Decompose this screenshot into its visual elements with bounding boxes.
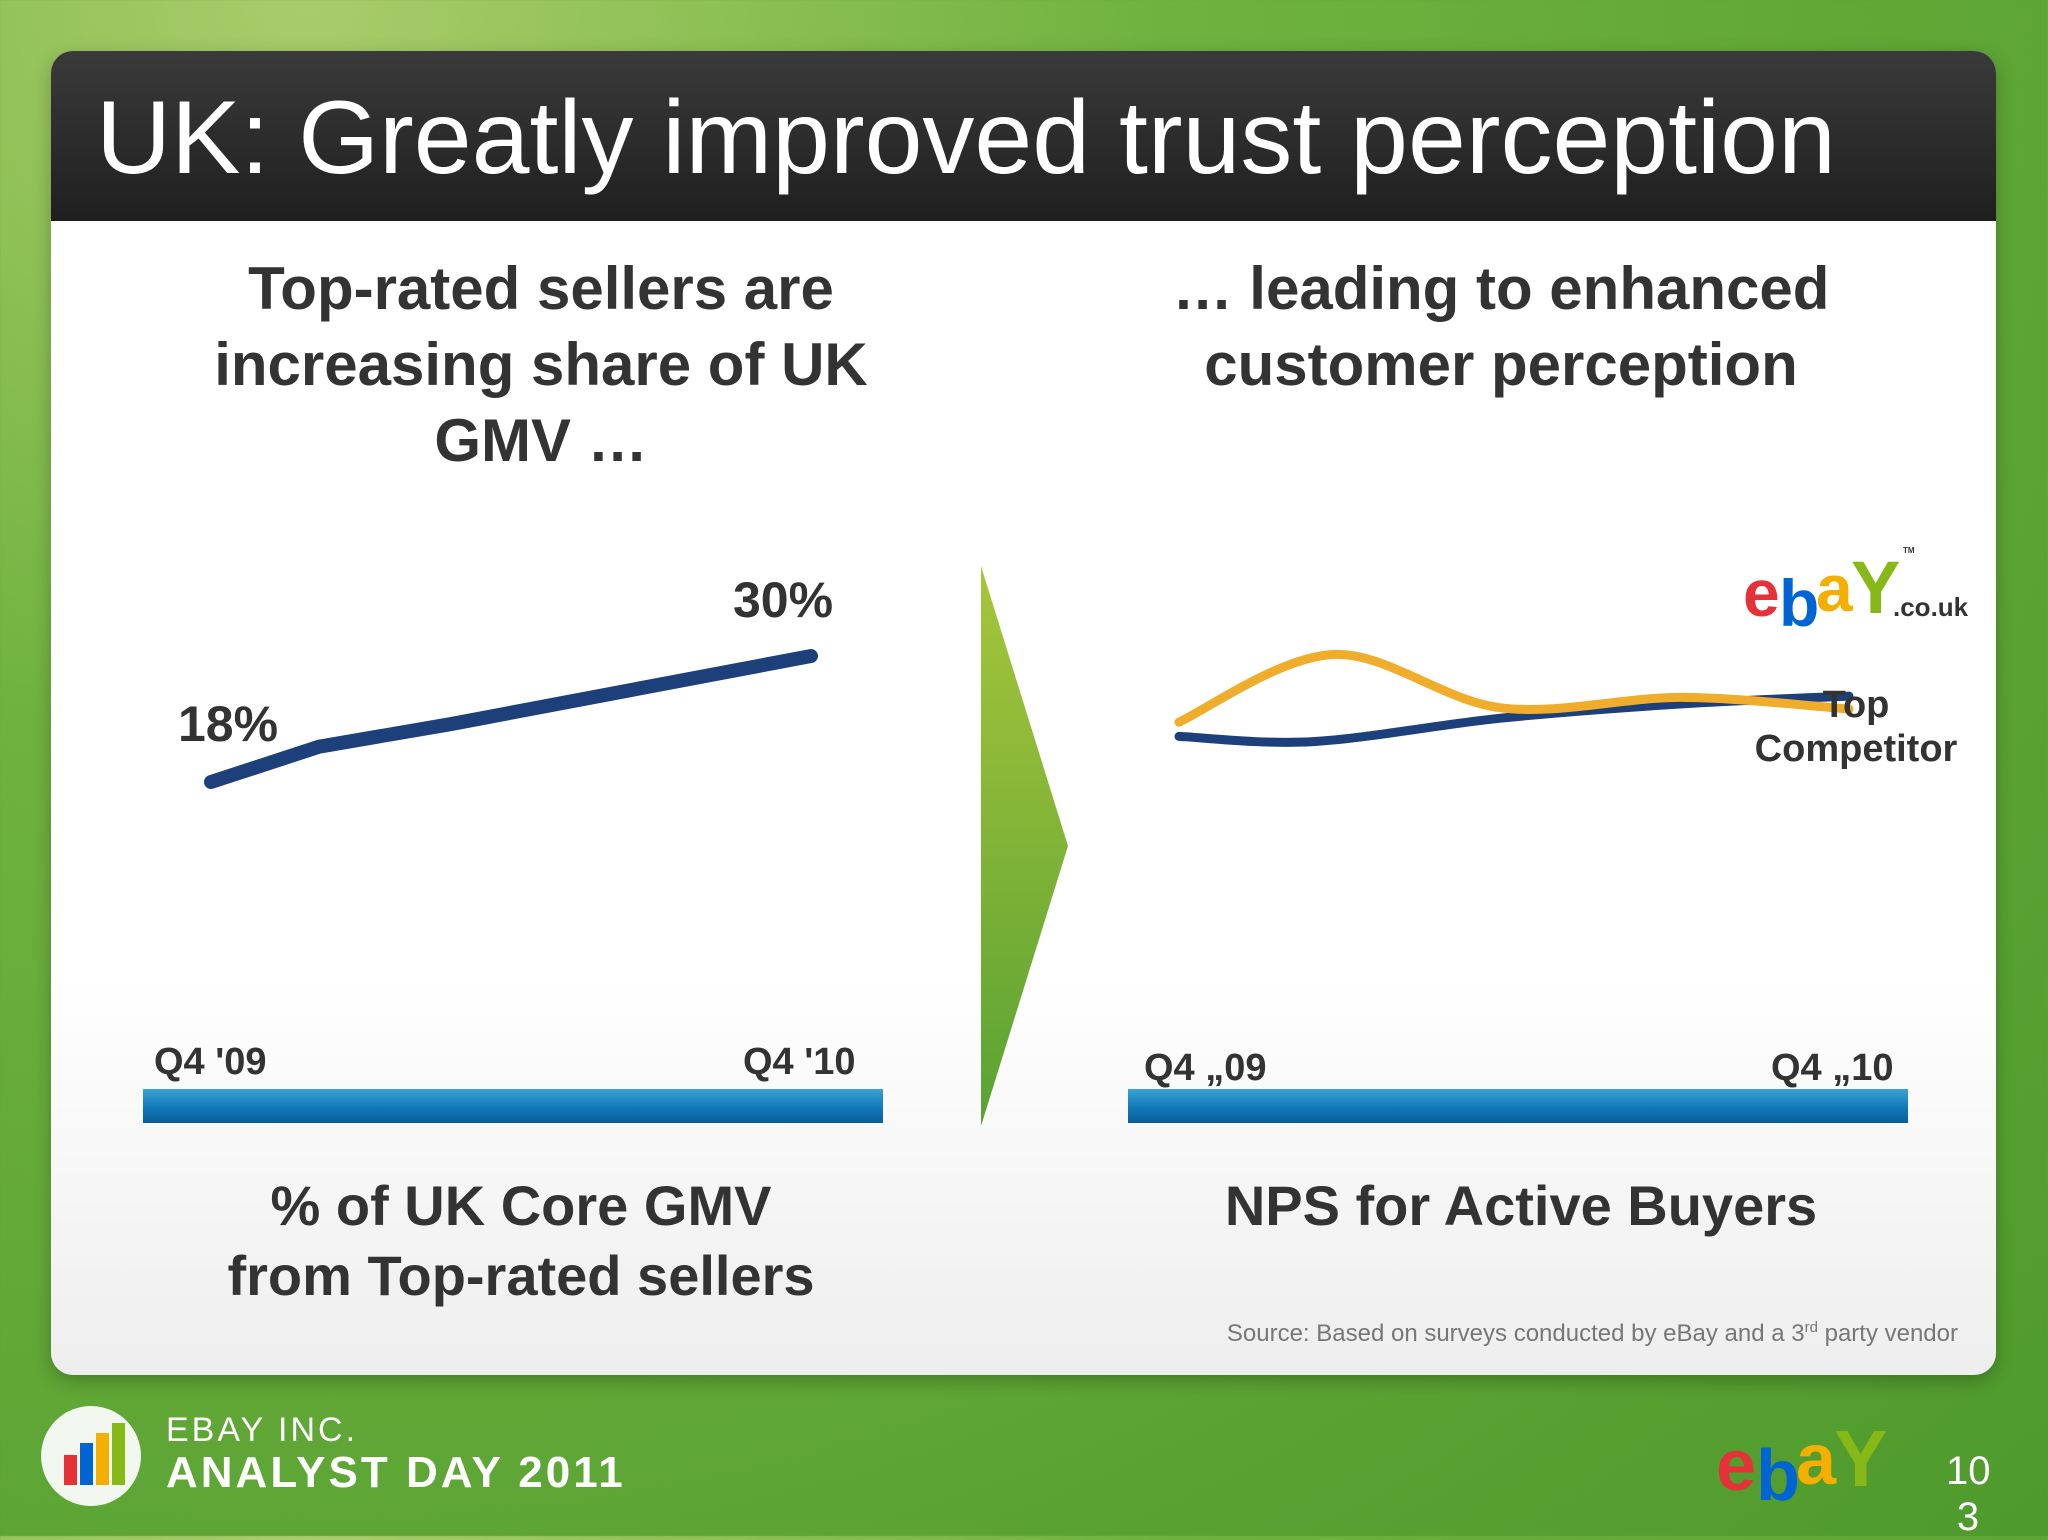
competitor-label-line-1: Top [1822, 684, 1890, 726]
ebay-logo-a: a [1816, 551, 1854, 625]
footer-logo-e: e [1716, 1426, 1756, 1506]
source-sup: rd [1804, 1319, 1818, 1336]
left-caption: % of UK Core GMV from Top-rated sellers [141, 1171, 901, 1311]
right-heading-line-2: customer perception [1204, 331, 1798, 398]
left-heading: Top-rated sellers are increasing share o… [141, 251, 941, 479]
slide-panel: UK: Greatly improved trust perception To… [51, 51, 1996, 1375]
competitor-series-label: Top Competitor [1731, 683, 1981, 771]
page-number-line-2: 3 [1956, 1495, 1980, 1539]
left-data-label-end: 30% [733, 572, 834, 628]
right-caption: NPS for Active Buyers [1224, 1174, 1818, 1237]
right-axis-bar [1128, 1089, 1908, 1123]
ebay-logo-y: Y [1851, 546, 1900, 629]
left-heading-line-2: increasing share of UK [214, 331, 868, 398]
left-data-label-start: 18% [178, 696, 279, 752]
left-x-tick-end: Q4 '10 [743, 1041, 856, 1083]
source-note: Source: Based on surveys conducted by eB… [1227, 1319, 1958, 1348]
source-suffix: party vendor [1817, 1320, 1958, 1347]
source-prefix: Source: Based on surveys conducted by eB… [1226, 1320, 1805, 1347]
ebay-footer-logo: e b a Y [1716, 1414, 1887, 1516]
right-heading: … leading to enhanced customer perceptio… [1131, 251, 1871, 403]
right-x-tick-start: Q4 „09 [1144, 1047, 1267, 1089]
title-bar: UK: Greatly improved trust perception [51, 51, 1996, 221]
right-chart [1174, 649, 1854, 747]
left-heading-line-1: Top-rated sellers are [248, 255, 834, 322]
slide-title: UK: Greatly improved trust perception [96, 80, 1836, 196]
left-heading-line-3: GMV … [434, 407, 648, 474]
right-heading-line-1: … leading to enhanced [1172, 255, 1830, 322]
page-number: 10 3 [1946, 1448, 1991, 1540]
left-caption-line-1: % of UK Core GMV [270, 1174, 772, 1237]
footer-logo-b: b [1756, 1436, 1800, 1516]
left-chart [204, 649, 818, 789]
transition-arrow [981, 566, 1068, 1126]
footer-brand-line-1: EBAY INC. [166, 1411, 359, 1449]
footer-logo-y: Y [1834, 1414, 1887, 1503]
analyst-day-logo-icon [41, 1406, 141, 1506]
ebay-logo-e: e [1743, 556, 1780, 630]
left-caption-line-2: from Top-rated sellers [227, 1244, 815, 1307]
footer-logo-a: a [1796, 1420, 1837, 1500]
competitor-label-line-2: Competitor [1754, 728, 1958, 770]
ebay-series-legend-logo: e b a Y TM .co.uk [1743, 541, 1996, 640]
left-series-line [204, 649, 818, 789]
left-axis-bar [143, 1089, 883, 1123]
page-number-line-1: 10 [1946, 1449, 1991, 1493]
left-x-tick-start: Q4 '09 [154, 1041, 267, 1083]
ebay-logo-tm: TM [1903, 546, 1915, 555]
right-x-tick-end: Q4 „10 [1771, 1047, 1894, 1089]
competitor-series-line [1174, 649, 1854, 727]
ebay-logo-b: b [1779, 566, 1819, 640]
footer-brand-line-2: ANALYST DAY 2011 [166, 1448, 626, 1497]
ebay-logo-suffix: .co.uk [1893, 592, 1969, 622]
